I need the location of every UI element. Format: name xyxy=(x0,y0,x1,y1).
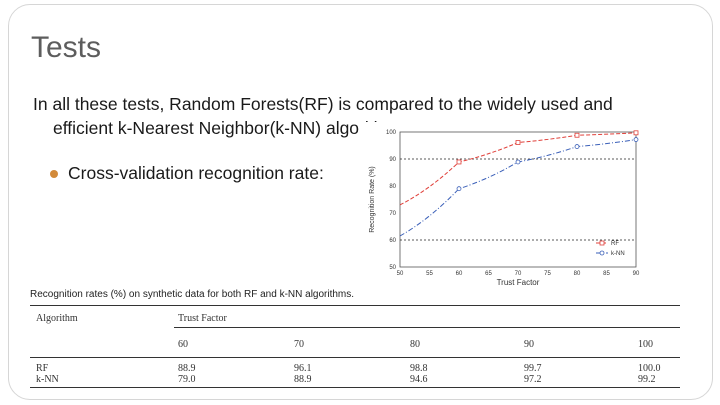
x-tick-label: 85 xyxy=(603,271,610,277)
data-point xyxy=(456,159,462,165)
table-factor-header: 60 xyxy=(178,339,188,350)
table-cell: 94.6 xyxy=(410,374,428,385)
plot-frame xyxy=(399,131,637,268)
x-tick-label: 75 xyxy=(544,271,551,277)
data-point xyxy=(574,132,580,138)
y-tick-label: 70 xyxy=(389,211,396,217)
slide-title: Tests xyxy=(31,31,102,64)
x-tick-label: 55 xyxy=(426,271,433,277)
legend-marker xyxy=(599,240,605,246)
legend-label: k-NN xyxy=(611,251,625,257)
data-point xyxy=(515,159,521,165)
table-row-label: k-NN xyxy=(36,374,59,385)
table-factor-header: 90 xyxy=(524,339,534,350)
bullet-dot-icon xyxy=(50,170,58,179)
table-cell: 79.0 xyxy=(178,374,196,385)
table-sub-rule xyxy=(174,327,680,328)
table-caption: Recognition rates (%) on synthetic data … xyxy=(30,289,355,300)
data-point xyxy=(574,144,580,149)
table-factor-header: 80 xyxy=(410,339,420,350)
table-cell: 99.7 xyxy=(524,363,542,374)
data-point xyxy=(633,130,639,136)
series-line-k-nn xyxy=(399,139,637,237)
y-tick-label: 100 xyxy=(386,130,397,136)
table-cell: 98.8 xyxy=(410,363,428,374)
table-header-algorithm: Algorithm xyxy=(36,313,78,324)
x-tick-label: 65 xyxy=(485,271,492,277)
data-point xyxy=(633,137,639,142)
table-header-trust: Trust Factor xyxy=(178,313,227,324)
y-tick-label: 80 xyxy=(389,184,396,190)
x-tick-label: 90 xyxy=(633,271,640,277)
table-row-label: RF xyxy=(36,363,49,374)
data-point xyxy=(456,186,462,192)
y-axis-label: Recognition Rate (%) xyxy=(369,166,376,233)
intro-paragraph: In all these tests, Random Forests(RF) i… xyxy=(33,92,703,140)
table-cell: 88.9 xyxy=(178,363,196,374)
y-tick-label: 60 xyxy=(389,238,396,244)
bullet-item: Cross-validation recognition rate: xyxy=(50,163,324,184)
table-bottom-rule xyxy=(30,387,680,388)
legend-marker xyxy=(599,250,605,256)
x-tick-label: 80 xyxy=(574,271,581,277)
x-tick-label: 70 xyxy=(515,271,522,277)
chart-svg: 50 55 60 65 70 75 80 85 90 50 60 70 80 90 100 Trust Fac… xyxy=(369,130,640,287)
table-cell: 99.2 xyxy=(638,374,656,385)
y-tick-label: 90 xyxy=(389,157,396,163)
legend-label: RF xyxy=(611,241,619,247)
x-tick-label: 50 xyxy=(397,271,404,277)
data-point xyxy=(515,140,521,145)
table-top-rule xyxy=(30,305,680,306)
x-tick-label: 60 xyxy=(456,271,463,277)
table-factor-header: 70 xyxy=(294,339,304,350)
slide-frame xyxy=(8,4,713,400)
table-cell: 96.1 xyxy=(294,363,312,374)
y-tick-label: 50 xyxy=(389,265,396,271)
bullet-text: Cross-validation recognition rate: xyxy=(68,163,324,183)
table-cell: 88.9 xyxy=(294,374,312,385)
table-cell: 100.0 xyxy=(638,363,661,374)
intro-line-1: In all these tests, Random Forests(RF) i… xyxy=(33,94,613,114)
table-factor-header: 100 xyxy=(638,339,653,350)
recognition-chart: 50 55 60 65 70 75 80 85 90 50 60 70 80 90 100 Trust Fac… xyxy=(360,122,650,292)
table-cell: 97.2 xyxy=(524,374,542,385)
table-mid-rule xyxy=(30,357,680,358)
x-axis-label: Trust Factor xyxy=(497,278,540,287)
intro-line-2: efficient k-Nearest Neighbor(k-NN) algor… xyxy=(53,118,403,138)
